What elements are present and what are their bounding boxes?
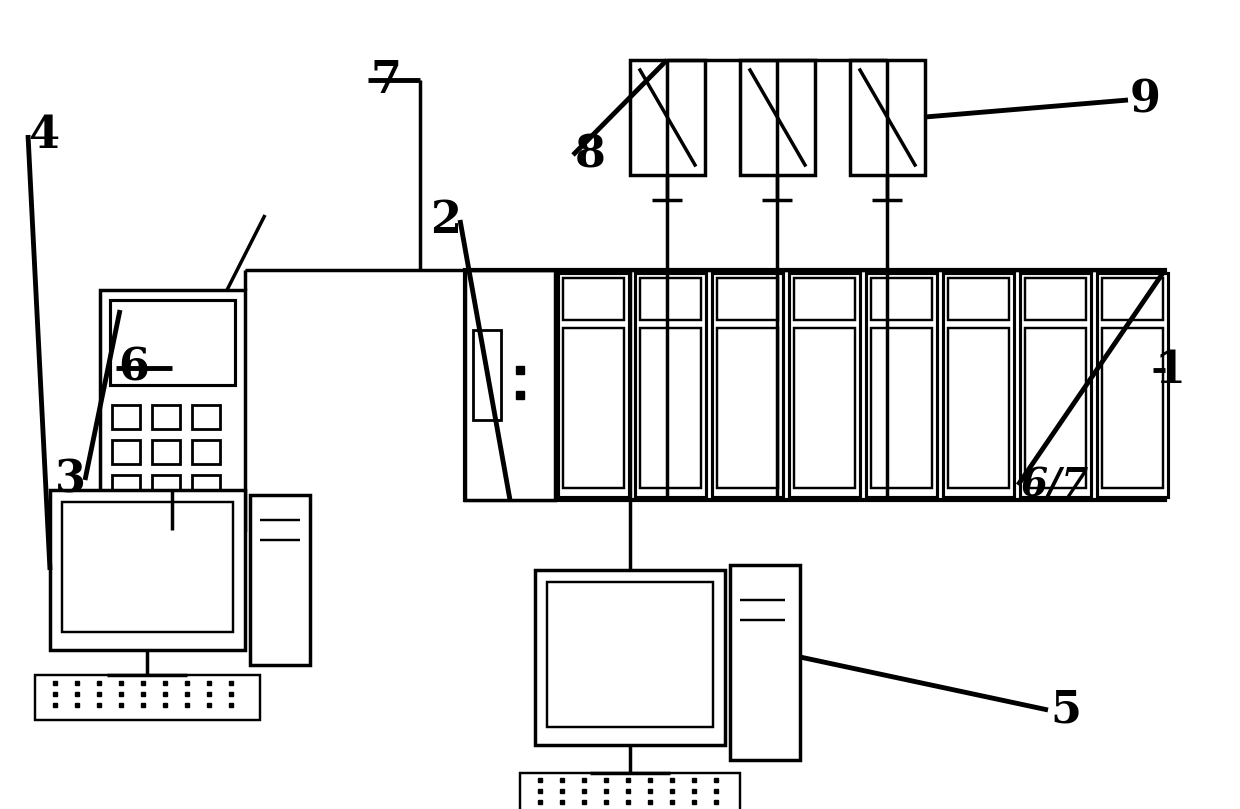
Bar: [112, 440, 140, 464]
Bar: [1025, 328, 1086, 488]
Bar: [866, 273, 937, 497]
Text: 9: 9: [1130, 78, 1161, 121]
Bar: [472, 330, 501, 420]
Bar: [730, 565, 800, 760]
Text: 8: 8: [575, 133, 606, 176]
Bar: [849, 60, 925, 175]
Text: 2: 2: [430, 198, 461, 242]
Bar: [1102, 328, 1163, 488]
Bar: [153, 405, 180, 429]
Bar: [547, 582, 713, 727]
Bar: [630, 60, 706, 175]
Bar: [794, 328, 856, 488]
Bar: [789, 273, 861, 497]
Bar: [640, 328, 701, 488]
Bar: [1102, 278, 1163, 320]
Bar: [110, 300, 236, 385]
Text: 4: 4: [29, 113, 60, 156]
Bar: [558, 273, 629, 497]
Bar: [563, 278, 624, 320]
Bar: [112, 475, 140, 499]
Bar: [949, 278, 1009, 320]
Bar: [192, 405, 219, 429]
Bar: [870, 278, 932, 320]
Bar: [520, 773, 740, 809]
Text: 1: 1: [1154, 349, 1185, 392]
Text: 6/7: 6/7: [1021, 466, 1089, 504]
Bar: [465, 270, 1166, 500]
Bar: [640, 278, 701, 320]
Bar: [1097, 273, 1168, 497]
Bar: [465, 270, 556, 500]
Bar: [740, 60, 815, 175]
Bar: [942, 273, 1014, 497]
Bar: [717, 278, 777, 320]
Bar: [153, 510, 180, 534]
Bar: [1025, 278, 1086, 320]
Bar: [192, 475, 219, 499]
Bar: [112, 510, 140, 534]
Bar: [1021, 273, 1091, 497]
Bar: [949, 328, 1009, 488]
Bar: [153, 440, 180, 464]
Text: 5: 5: [1050, 688, 1081, 731]
Bar: [112, 405, 140, 429]
Bar: [717, 328, 777, 488]
Bar: [794, 278, 856, 320]
Text: 6: 6: [118, 346, 149, 389]
Bar: [62, 502, 233, 632]
Bar: [712, 273, 782, 497]
Text: 7: 7: [370, 58, 401, 101]
Bar: [35, 675, 260, 720]
Text: 3: 3: [55, 459, 86, 502]
Bar: [153, 475, 180, 499]
Bar: [192, 440, 219, 464]
Bar: [563, 328, 624, 488]
Bar: [192, 510, 219, 534]
Bar: [50, 490, 246, 650]
Bar: [250, 495, 310, 665]
Bar: [870, 328, 932, 488]
Bar: [635, 273, 706, 497]
Bar: [100, 290, 246, 530]
Bar: [534, 570, 725, 745]
